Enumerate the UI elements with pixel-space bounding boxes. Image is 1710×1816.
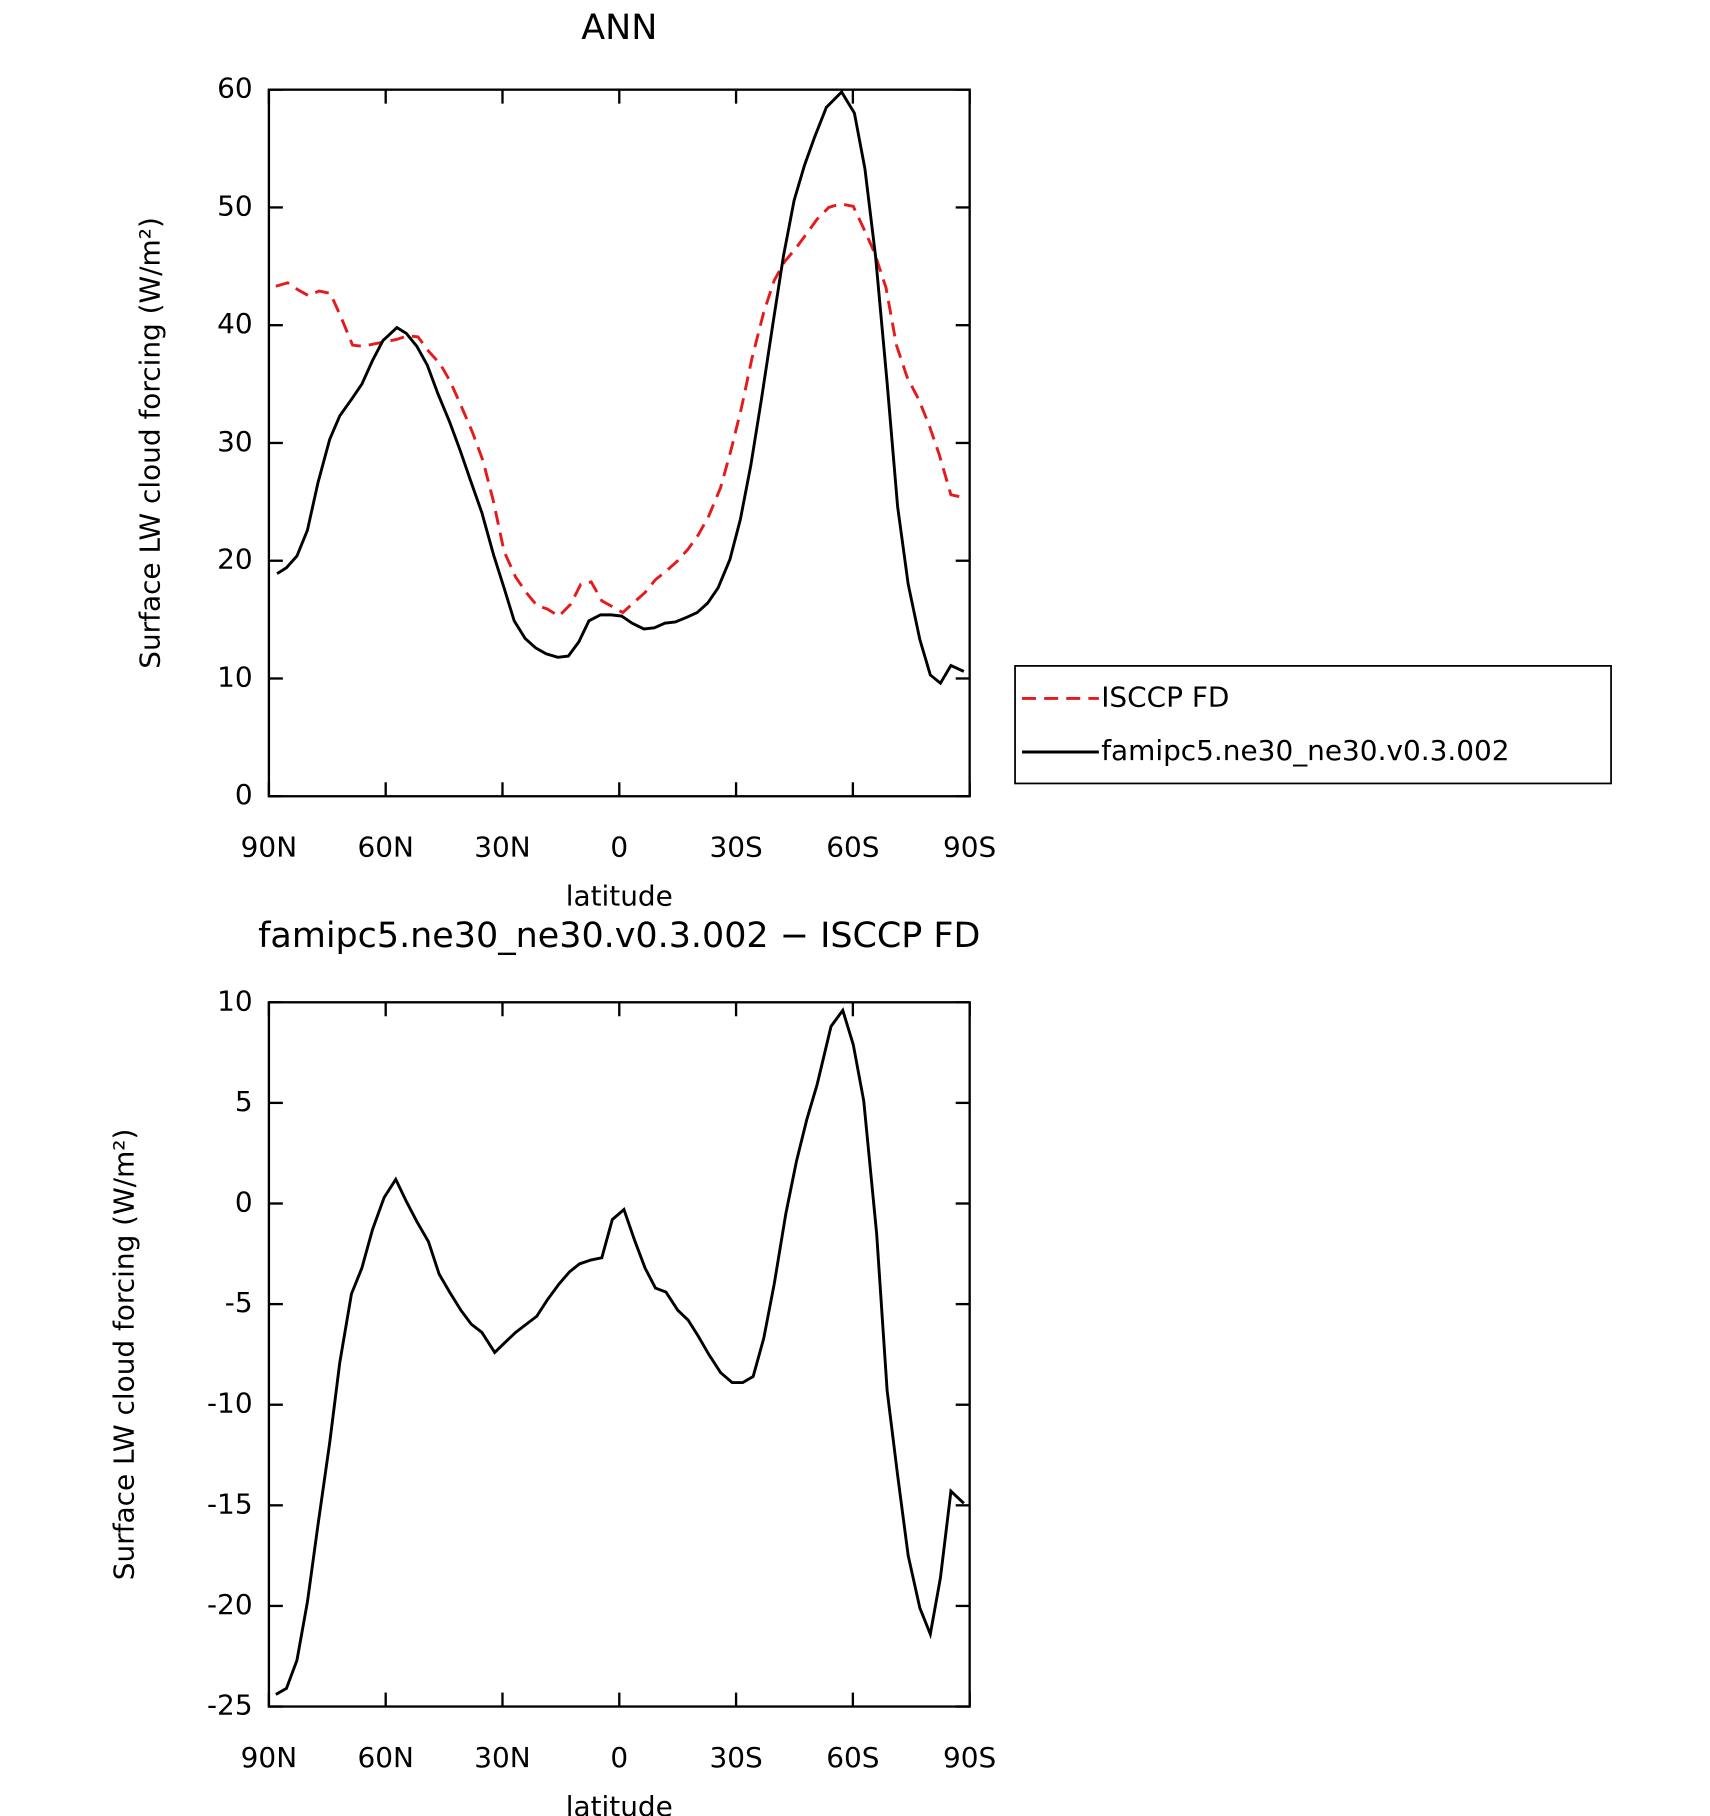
- y-tick-label: 0: [235, 1186, 253, 1219]
- chart-title: ANN: [581, 8, 657, 48]
- x-tick-label: 0: [610, 831, 628, 864]
- plot-frame: [267, 1001, 971, 1708]
- y-tick-label: 60: [217, 72, 253, 105]
- x-axis-label: latitude: [566, 1790, 673, 1816]
- y-tick-label: 30: [217, 425, 253, 458]
- y-tick-label: 10: [217, 984, 253, 1017]
- data-line: [275, 1007, 965, 1696]
- y-tick-label: 5: [235, 1085, 253, 1118]
- x-axis-label: latitude: [566, 880, 673, 913]
- x-tick-label: 0: [610, 1741, 628, 1774]
- y-tick-label: 20: [217, 543, 253, 576]
- data-line: [275, 202, 962, 618]
- y-tick-label: -20: [207, 1588, 253, 1621]
- y-tick-label: -10: [207, 1387, 253, 1420]
- x-tick-label: 30S: [709, 1741, 762, 1774]
- x-tick-label: 60N: [357, 1741, 413, 1774]
- legend-label: famipc5.ne30_ne30.v0.3.002: [1101, 734, 1509, 767]
- y-tick-label: -25: [207, 1689, 253, 1722]
- plot-frame: [267, 88, 971, 798]
- legend-label: ISCCP FD: [1101, 680, 1229, 713]
- x-tick-label: 60S: [826, 831, 879, 864]
- data-line: [276, 89, 965, 686]
- y-axis-label: Surface LW cloud forcing (W/m²): [108, 1129, 141, 1581]
- x-tick-label: 30N: [474, 831, 530, 864]
- y-axis-label: Surface LW cloud forcing (W/m²): [133, 217, 166, 669]
- chart-title: famipc5.ne30_ne30.v0.3.002 − ISCCP FD: [258, 916, 980, 956]
- y-tick-label: 0: [235, 778, 253, 811]
- y-tick-label: 50: [217, 189, 253, 222]
- y-tick-label: -5: [225, 1286, 253, 1319]
- y-tick-label: -15: [207, 1487, 253, 1520]
- x-tick-label: 60N: [357, 831, 413, 864]
- y-tick-label: 10: [217, 660, 253, 693]
- x-tick-label: 60S: [826, 1741, 879, 1774]
- x-tick-label: 90S: [943, 1741, 996, 1774]
- x-tick-label: 90S: [943, 831, 996, 864]
- x-tick-label: 30S: [709, 831, 762, 864]
- y-tick-label: 40: [217, 307, 253, 340]
- x-tick-label: 90N: [241, 1741, 297, 1774]
- x-tick-label: 30N: [474, 1741, 530, 1774]
- legend-box: [1014, 665, 1612, 785]
- x-tick-label: 90N: [241, 831, 297, 864]
